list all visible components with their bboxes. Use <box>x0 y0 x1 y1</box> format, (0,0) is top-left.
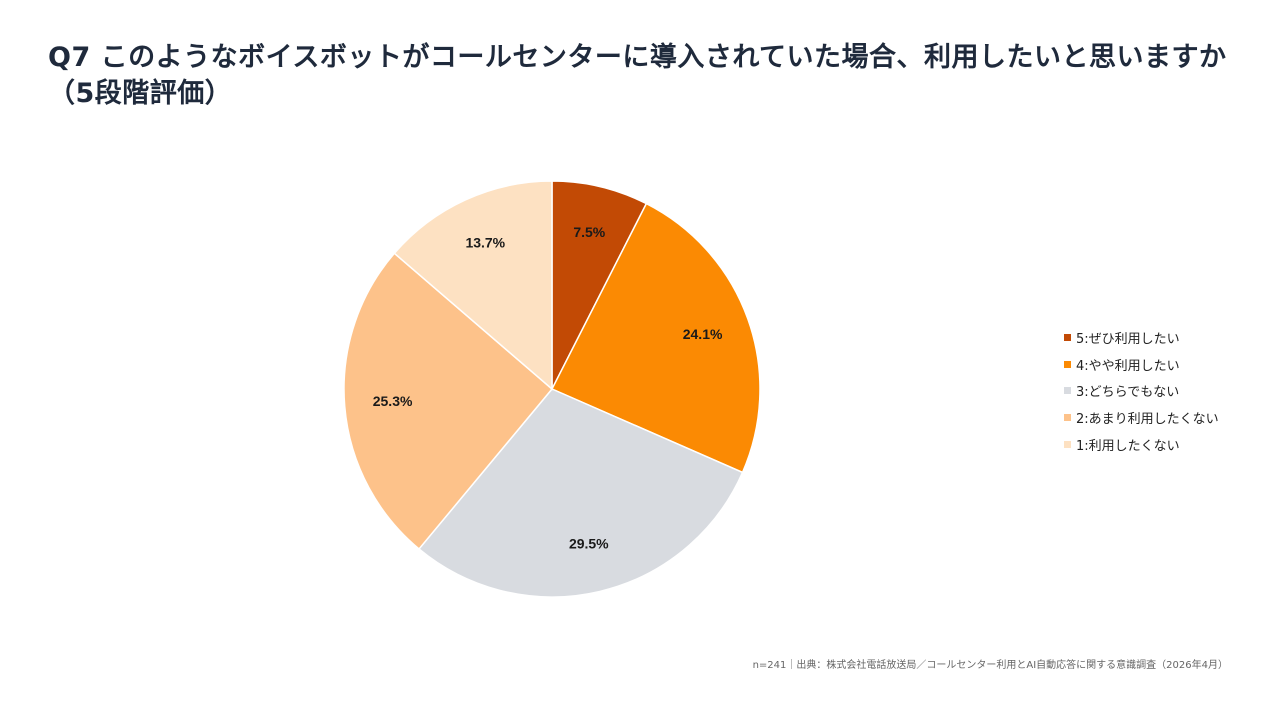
source-note: n=241｜出典：株式会社電話放送局／コールセンター利用とAI自動応答に関する意… <box>752 660 1228 671</box>
pie-slice-3 <box>417 388 744 598</box>
pie-slice-5 <box>393 180 553 391</box>
legend-label-3: 3:どちらでもない <box>1076 385 1180 401</box>
legend-swatch-1 <box>1064 333 1071 341</box>
legend-label-1: 5:ぜひ利用したい <box>1076 331 1180 347</box>
data-label-1: 7.5% <box>573 224 605 240</box>
data-label-2: 24.1% <box>683 326 723 342</box>
legend-item-4: 2:あまり利用したくない <box>1064 404 1219 431</box>
legend-label-4: 2:あまり利用したくない <box>1076 411 1219 427</box>
legend-item-3: 3:どちらでもない <box>1064 377 1219 404</box>
pie-slice-4 <box>343 252 554 550</box>
data-label-4: 25.3% <box>373 393 413 409</box>
legend-label-5: 1:利用したくない <box>1076 438 1180 454</box>
legend-swatch-5 <box>1064 440 1071 448</box>
legend-item-5: 1:利用したくない <box>1064 431 1219 458</box>
legend-item-2: 4:やや利用したい <box>1064 351 1219 378</box>
legend-swatch-4 <box>1064 413 1071 421</box>
data-label-3: 29.5% <box>569 535 609 551</box>
legend-swatch-3 <box>1064 387 1071 395</box>
data-label-5: 13.7% <box>465 234 505 250</box>
legend-swatch-2 <box>1064 360 1071 368</box>
legend-item-1: 5:ぜひ利用したい <box>1064 324 1219 351</box>
pie-slice-1 <box>551 180 648 390</box>
pie-slice-2 <box>550 202 761 474</box>
chart-title: Q7 このようなボイスボットがコールセンターに導入されていた場合、利用したいと思… <box>48 42 1227 109</box>
chart-legend: 5:ぜひ利用したい 4:やや利用したい 3:どちらでもない 2:あまり利用したくない 1… <box>1064 324 1219 457</box>
legend-label-2: 4:やや利用したい <box>1076 358 1180 374</box>
